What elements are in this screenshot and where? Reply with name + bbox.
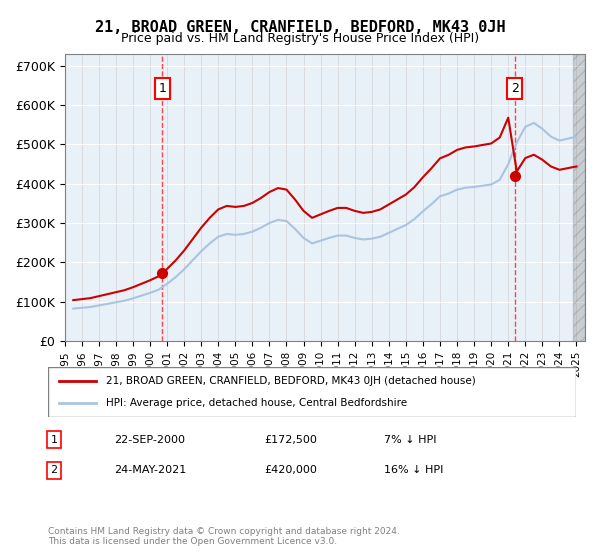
Text: 2: 2 [511,82,518,95]
Text: 24-MAY-2021: 24-MAY-2021 [114,465,186,475]
Text: 21, BROAD GREEN, CRANFIELD, BEDFORD, MK43 0JH: 21, BROAD GREEN, CRANFIELD, BEDFORD, MK4… [95,20,505,35]
Text: Contains HM Land Registry data © Crown copyright and database right 2024.
This d: Contains HM Land Registry data © Crown c… [48,526,400,546]
Text: HPI: Average price, detached house, Central Bedfordshire: HPI: Average price, detached house, Cent… [106,398,407,408]
Bar [573,54,585,341]
Text: £420,000: £420,000 [264,465,317,475]
Text: 1: 1 [50,435,58,445]
Text: £172,500: £172,500 [264,435,317,445]
Text: 1: 1 [158,82,166,95]
Text: 7% ↓ HPI: 7% ↓ HPI [384,435,437,445]
FancyBboxPatch shape [48,367,576,417]
Text: 2: 2 [50,465,58,475]
Text: 22-SEP-2000: 22-SEP-2000 [114,435,185,445]
Text: 16% ↓ HPI: 16% ↓ HPI [384,465,443,475]
Text: 21, BROAD GREEN, CRANFIELD, BEDFORD, MK43 0JH (detached house): 21, BROAD GREEN, CRANFIELD, BEDFORD, MK4… [106,376,476,386]
Text: Price paid vs. HM Land Registry's House Price Index (HPI): Price paid vs. HM Land Registry's House … [121,32,479,45]
